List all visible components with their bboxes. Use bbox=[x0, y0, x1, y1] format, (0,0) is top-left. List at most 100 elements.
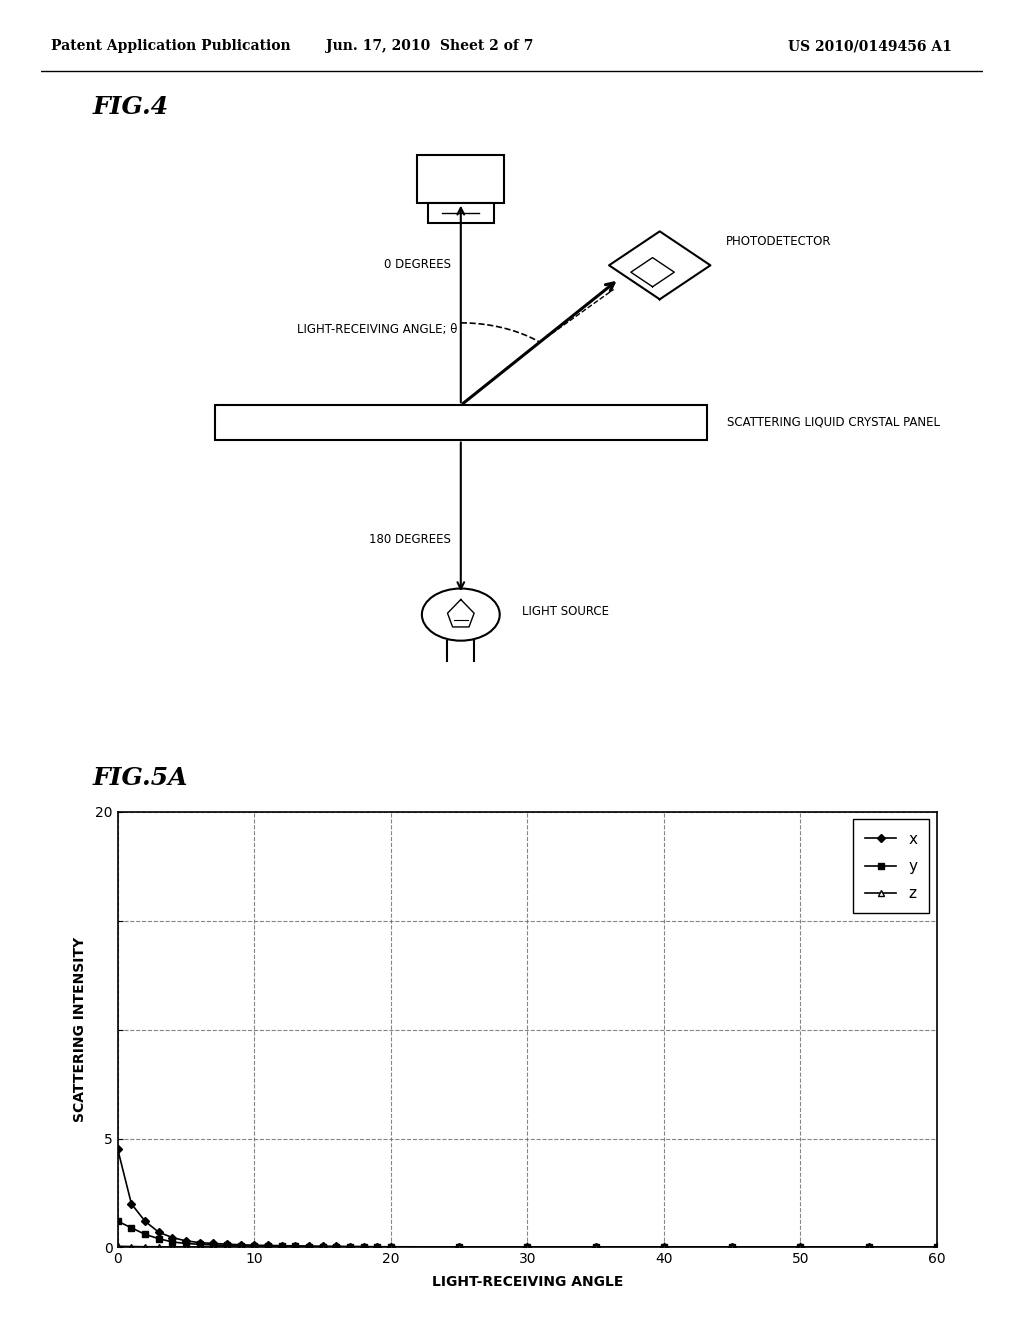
y bbox=[153, 1230, 165, 1246]
x bbox=[862, 1239, 874, 1255]
z bbox=[590, 1239, 602, 1255]
x bbox=[112, 1142, 124, 1158]
y bbox=[166, 1234, 178, 1250]
Text: LIGHT SOURCE: LIGHT SOURCE bbox=[522, 605, 609, 618]
x bbox=[344, 1238, 356, 1254]
y bbox=[112, 1213, 124, 1229]
x bbox=[330, 1238, 342, 1254]
x bbox=[275, 1238, 288, 1254]
y bbox=[221, 1238, 233, 1254]
x bbox=[234, 1237, 247, 1253]
x bbox=[385, 1239, 397, 1255]
y bbox=[862, 1239, 874, 1255]
x bbox=[795, 1239, 807, 1255]
Text: SCATTERING LIQUID CRYSTAL PANEL: SCATTERING LIQUID CRYSTAL PANEL bbox=[727, 416, 940, 429]
x bbox=[590, 1239, 602, 1255]
Text: Patent Application Publication: Patent Application Publication bbox=[51, 40, 291, 53]
y bbox=[726, 1239, 738, 1255]
Line: x: x bbox=[115, 1146, 940, 1250]
y bbox=[180, 1236, 193, 1251]
y bbox=[657, 1239, 670, 1255]
z bbox=[248, 1239, 260, 1255]
y bbox=[234, 1238, 247, 1254]
z bbox=[385, 1239, 397, 1255]
x bbox=[371, 1239, 383, 1255]
z bbox=[125, 1238, 137, 1254]
x bbox=[125, 1196, 137, 1212]
X-axis label: LIGHT-RECEIVING ANGLE: LIGHT-RECEIVING ANGLE bbox=[432, 1275, 623, 1288]
x bbox=[657, 1239, 670, 1255]
y bbox=[590, 1239, 602, 1255]
Text: 0 DEGREES: 0 DEGREES bbox=[384, 257, 451, 271]
y bbox=[357, 1239, 370, 1255]
x bbox=[262, 1238, 274, 1254]
Bar bbox=[418, 154, 504, 203]
z bbox=[316, 1239, 329, 1255]
z bbox=[139, 1239, 152, 1255]
z bbox=[180, 1239, 193, 1255]
y bbox=[139, 1226, 152, 1242]
y bbox=[275, 1238, 288, 1254]
z bbox=[453, 1239, 465, 1255]
x bbox=[316, 1238, 329, 1254]
Line: z: z bbox=[115, 1243, 940, 1250]
z bbox=[726, 1239, 738, 1255]
y bbox=[194, 1237, 206, 1253]
x bbox=[726, 1239, 738, 1255]
z bbox=[862, 1239, 874, 1255]
x bbox=[303, 1238, 315, 1254]
z bbox=[931, 1239, 943, 1255]
x bbox=[521, 1239, 534, 1255]
x bbox=[357, 1238, 370, 1254]
Bar bbox=[428, 203, 495, 223]
x bbox=[453, 1239, 465, 1255]
x bbox=[248, 1237, 260, 1253]
Text: PHOTODETECTOR: PHOTODETECTOR bbox=[726, 235, 831, 248]
x bbox=[180, 1233, 193, 1249]
Text: Jun. 17, 2010  Sheet 2 of 7: Jun. 17, 2010 Sheet 2 of 7 bbox=[327, 40, 534, 53]
z bbox=[234, 1239, 247, 1255]
Circle shape bbox=[422, 589, 500, 640]
Line: y: y bbox=[115, 1218, 940, 1250]
Legend: x, y, z: x, y, z bbox=[853, 820, 930, 913]
x bbox=[221, 1237, 233, 1253]
y bbox=[453, 1239, 465, 1255]
y bbox=[385, 1239, 397, 1255]
x bbox=[289, 1238, 301, 1254]
y bbox=[795, 1239, 807, 1255]
z bbox=[194, 1239, 206, 1255]
Text: FIG.5A: FIG.5A bbox=[92, 767, 187, 791]
y bbox=[207, 1237, 219, 1253]
x bbox=[194, 1234, 206, 1250]
y bbox=[262, 1238, 274, 1254]
z bbox=[153, 1239, 165, 1255]
y bbox=[289, 1238, 301, 1254]
Bar bbox=[215, 405, 707, 440]
y bbox=[248, 1238, 260, 1254]
x bbox=[207, 1236, 219, 1251]
Y-axis label: SCATTERING INTENSITY: SCATTERING INTENSITY bbox=[73, 937, 87, 1122]
x bbox=[139, 1213, 152, 1229]
z bbox=[112, 1238, 124, 1254]
y bbox=[371, 1239, 383, 1255]
y bbox=[316, 1238, 329, 1254]
z bbox=[221, 1239, 233, 1255]
Text: US 2010/0149456 A1: US 2010/0149456 A1 bbox=[788, 40, 952, 53]
y bbox=[125, 1220, 137, 1236]
x bbox=[153, 1224, 165, 1239]
z bbox=[166, 1239, 178, 1255]
z bbox=[207, 1239, 219, 1255]
Text: LIGHT-RECEIVING ANGLE; θ: LIGHT-RECEIVING ANGLE; θ bbox=[297, 323, 458, 337]
x bbox=[166, 1230, 178, 1246]
z bbox=[795, 1239, 807, 1255]
z bbox=[657, 1239, 670, 1255]
y bbox=[931, 1239, 943, 1255]
Text: 180 DEGREES: 180 DEGREES bbox=[369, 532, 451, 545]
y bbox=[303, 1238, 315, 1254]
Text: FIG.4: FIG.4 bbox=[92, 95, 168, 119]
y bbox=[344, 1239, 356, 1255]
y bbox=[330, 1239, 342, 1255]
y bbox=[521, 1239, 534, 1255]
x bbox=[931, 1239, 943, 1255]
z bbox=[521, 1239, 534, 1255]
